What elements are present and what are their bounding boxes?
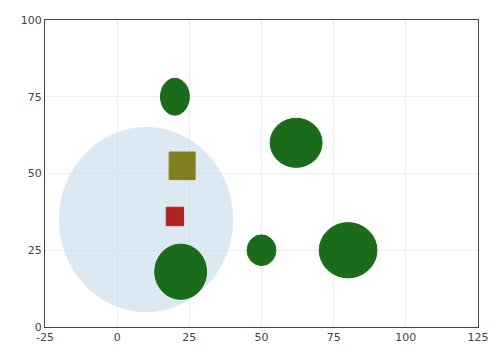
svg-text:0: 0 — [35, 321, 42, 334]
svg-text:-25: -25 — [36, 331, 54, 344]
svg-text:75: 75 — [327, 331, 341, 344]
svg-text:50: 50 — [255, 331, 269, 344]
svg-text:75: 75 — [28, 91, 42, 104]
svg-text:25: 25 — [182, 331, 196, 344]
svg-text:25: 25 — [28, 244, 42, 257]
svg-text:100: 100 — [21, 14, 42, 27]
svg-text:125: 125 — [468, 331, 489, 344]
svg-text:100: 100 — [395, 331, 416, 344]
svg-text:0: 0 — [114, 331, 121, 344]
svg-text:50: 50 — [28, 167, 42, 180]
